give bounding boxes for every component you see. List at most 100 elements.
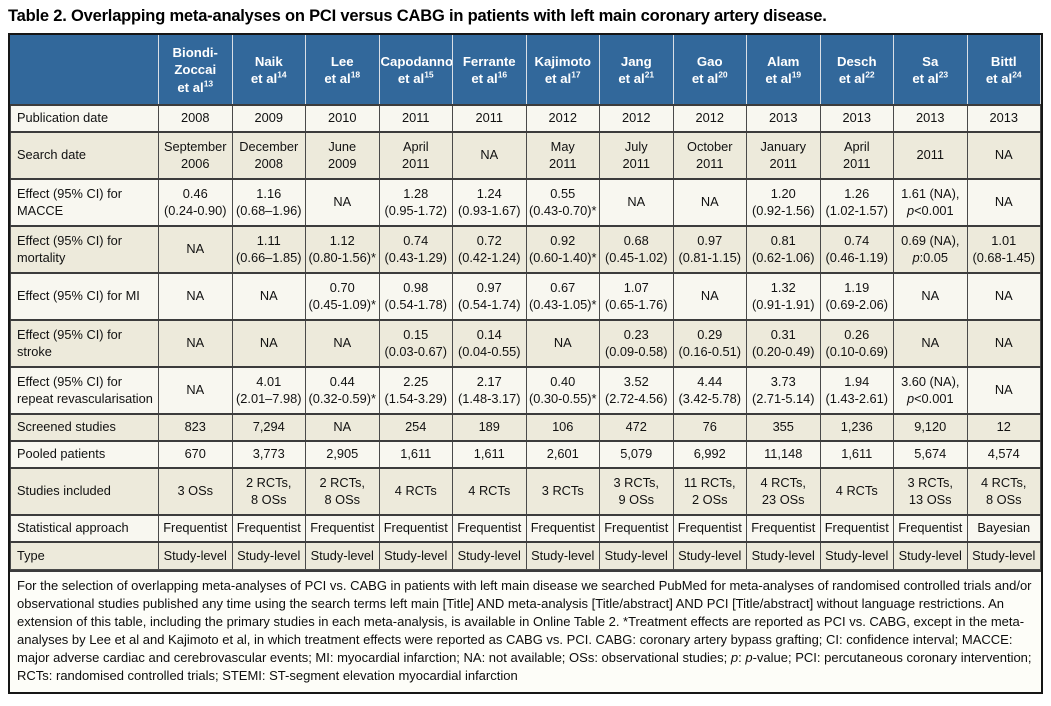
table-row: Effect (95% CI) for stroke NA NA NA 0.15 (0.0…	[10, 319, 1041, 368]
data-cell: NA	[893, 319, 968, 368]
data-cell: 2,905	[305, 440, 380, 469]
footnote: For the selection of overlapping meta-an…	[10, 569, 1041, 692]
data-cell: 0.97 (0.54-1.74)	[452, 272, 527, 321]
data-cell: September 2006	[158, 131, 233, 180]
data-cell: 0.31 (0.20-0.49)	[746, 319, 821, 368]
corner-cell	[10, 35, 159, 106]
column-header: Lee et al18	[305, 35, 380, 106]
data-cell: NA	[158, 366, 233, 415]
data-cell: 2013	[966, 104, 1041, 133]
data-cell: 355	[746, 413, 821, 442]
data-cell: NA	[966, 131, 1041, 180]
data-cell: Study-level	[599, 541, 674, 570]
row-label: Pooled patients	[10, 440, 159, 469]
table-row: Type Study-level Study-level Study-level Stu…	[10, 541, 1041, 570]
data-cell: 0.15 (0.03-0.67)	[378, 319, 453, 368]
column-header: Naik et al14	[231, 35, 306, 106]
data-cell: Frequentist	[672, 514, 747, 543]
data-cell: Frequentist	[231, 514, 306, 543]
data-cell: 2.17 (1.48-3.17)	[452, 366, 527, 415]
data-cell: NA	[672, 272, 747, 321]
table-row: Pooled patients 670 3,773 2,905 1,611 1,611 2,…	[10, 440, 1041, 469]
data-cell: 0.55 (0.43-0.70)*	[525, 178, 600, 227]
data-cell: 0.29 (0.16-0.51)	[672, 319, 747, 368]
data-cell: Study-level	[672, 541, 747, 570]
data-cell: 189	[452, 413, 527, 442]
data-cell: NA	[966, 366, 1041, 415]
data-cell: Study-level	[231, 541, 306, 570]
data-cell: Study-level	[452, 541, 527, 570]
data-cell: 4 RCTs	[452, 467, 527, 516]
column-header: Kajimoto et al17	[525, 35, 600, 106]
data-cell: 2009	[231, 104, 306, 133]
data-cell: NA	[231, 272, 306, 321]
data-cell: 2012	[525, 104, 600, 133]
data-cell: 2 RCTs, 8 OSs	[305, 467, 380, 516]
data-cell: 670	[158, 440, 233, 469]
data-cell: 1,611	[819, 440, 894, 469]
data-cell: 3,773	[231, 440, 306, 469]
data-cell: October 2011	[672, 131, 747, 180]
data-cell: April 2011	[378, 131, 453, 180]
data-cell: NA	[158, 319, 233, 368]
data-cell: April 2011	[819, 131, 894, 180]
data-cell: 472	[599, 413, 674, 442]
data-cell: 2 RCTs, 8 OSs	[231, 467, 306, 516]
reference-superscript: 21	[644, 69, 655, 80]
data-cell: 0.40 (0.30-0.55)*	[525, 366, 600, 415]
column-header: Ferrante et al16	[452, 35, 527, 106]
data-cell: 3.52 (2.72-4.56)	[599, 366, 674, 415]
data-cell: 0.81 (0.62-1.06)	[746, 225, 821, 274]
column-header: Desch et al22	[819, 35, 894, 106]
data-cell: Study-level	[966, 541, 1041, 570]
reference-superscript: 16	[497, 69, 508, 80]
meta-analyses-table-wrap: Biondi- Zoccai et al13 Naik et al14 Lee et al1…	[8, 33, 1043, 694]
data-cell: 1.20 (0.92-1.56)	[746, 178, 821, 227]
table-row: Statistical approach Frequentist Frequenti…	[10, 514, 1041, 543]
data-cell: Study-level	[746, 541, 821, 570]
data-cell: 4.01 (2.01–7.98)	[231, 366, 306, 415]
table-row: Search date September 2006 December 2008 June…	[10, 131, 1041, 180]
data-cell: 5,079	[599, 440, 674, 469]
reference-superscript: 24	[1012, 69, 1022, 80]
data-cell: Bayesian	[966, 514, 1041, 543]
data-cell: NA	[599, 178, 674, 227]
reference-superscript: 14	[277, 69, 287, 80]
column-header: Jang et al21	[599, 35, 674, 106]
data-cell: January 2011	[746, 131, 821, 180]
row-label: Search date	[10, 131, 159, 180]
data-cell: 7,294	[231, 413, 306, 442]
data-cell: 3.60 (NA), p<0.001	[893, 366, 968, 415]
data-cell: 6,992	[672, 440, 747, 469]
data-cell: 0.68 (0.45-1.02)	[599, 225, 674, 274]
data-cell: 254	[378, 413, 453, 442]
data-cell: May 2011	[525, 131, 600, 180]
data-cell: 12	[966, 413, 1041, 442]
reference-superscript: 20	[718, 69, 728, 80]
table-row: Screened studies 823 7,294 NA 254 189 106 472 76…	[10, 413, 1041, 442]
row-label: Publication date	[10, 104, 159, 133]
data-cell: 1,236	[819, 413, 894, 442]
data-cell: 0.26 (0.10-0.69)	[819, 319, 894, 368]
data-cell: 2013	[893, 104, 968, 133]
data-cell: NA	[966, 178, 1041, 227]
data-cell: 1.94 (1.43-2.61)	[819, 366, 894, 415]
data-cell: Frequentist	[893, 514, 968, 543]
data-cell: 0.97 (0.81-1.15)	[672, 225, 747, 274]
data-cell: 9,120	[893, 413, 968, 442]
row-label: Effect (95% CI) for MI	[10, 272, 159, 321]
data-cell: NA	[305, 413, 380, 442]
column-header: Sa et al23	[893, 35, 968, 106]
data-cell: 1,611	[452, 440, 527, 469]
data-cell: 1.07 (0.65-1.76)	[599, 272, 674, 321]
data-cell: 2011	[452, 104, 527, 133]
data-cell: 2011	[893, 131, 968, 180]
data-cell: Frequentist	[746, 514, 821, 543]
data-cell: Frequentist	[452, 514, 527, 543]
data-cell: NA	[305, 319, 380, 368]
reference-superscript: 19	[791, 69, 802, 80]
table-row: Publication date 2008 2009 2010 2011 2011 2012…	[10, 104, 1041, 133]
data-cell: 5,674	[893, 440, 968, 469]
data-cell: 0.14 (0.04-0.55)	[452, 319, 527, 368]
